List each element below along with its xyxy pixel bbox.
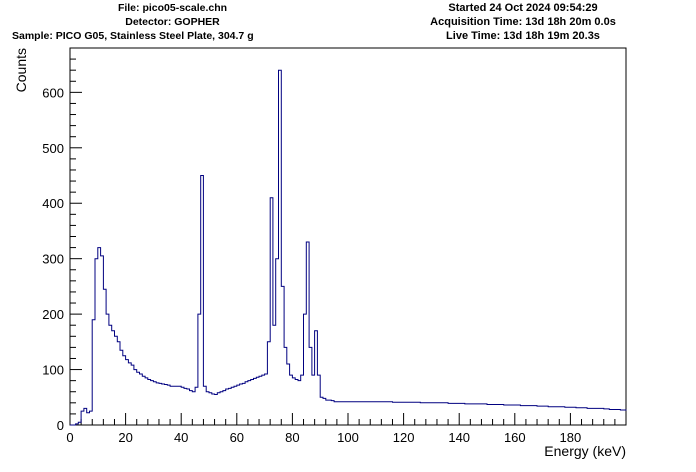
- x-tick-label: 60: [230, 430, 244, 445]
- x-tick-label: 140: [448, 430, 470, 445]
- x-axis-title: Energy (keV): [544, 443, 626, 459]
- detector-label: Detector: GOPHER: [125, 16, 220, 28]
- x-tick-label: 20: [118, 430, 132, 445]
- x-tick-label: 120: [393, 430, 415, 445]
- acquisition-time-label: Acquisition Time: 13d 18h 20m 0.0s: [430, 16, 616, 28]
- y-tick-label: 400: [42, 196, 64, 211]
- y-tick-label: 600: [42, 85, 64, 100]
- x-axis: 0 20 40 60 80 100 120 140 160 180: [66, 413, 627, 445]
- y-tick-label: 300: [42, 252, 64, 267]
- y-tick-label: 100: [42, 363, 64, 378]
- y-axis-title: Counts: [13, 48, 29, 92]
- y-tick-label: 0: [57, 418, 64, 433]
- start-time-label: Started 24 Oct 2024 09:54:29: [448, 2, 598, 14]
- live-time-label: Live Time: 13d 18h 19m 20.3s: [446, 30, 600, 42]
- y-tick-label: 500: [42, 141, 64, 156]
- sample-label: Sample: PICO G05, Stainless Steel Plate,…: [12, 30, 254, 42]
- x-tick-label: 180: [560, 430, 582, 445]
- x-tick-label: 0: [66, 430, 73, 445]
- spectrum-histogram-line: [70, 69, 627, 426]
- x-tick-label: 100: [337, 430, 359, 445]
- plot-frame: [69, 47, 627, 426]
- file-name-label: File: pico05-scale.chn: [117, 2, 228, 14]
- x-tick-label: 160: [504, 430, 526, 445]
- x-tick-label: 40: [174, 430, 188, 445]
- y-tick-label: 200: [42, 307, 64, 322]
- y-axis: 0 100 200 300 400 500 600: [42, 47, 82, 433]
- x-tick-label: 80: [285, 430, 299, 445]
